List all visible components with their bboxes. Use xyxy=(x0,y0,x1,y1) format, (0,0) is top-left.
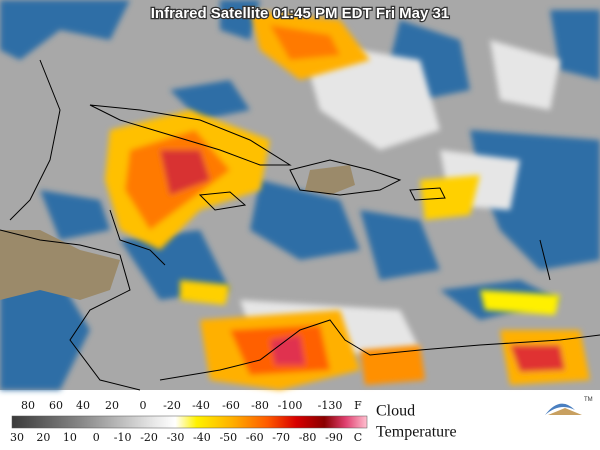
celsius-label: -20 xyxy=(140,431,158,444)
fahrenheit-label: -20 xyxy=(163,399,181,412)
fahrenheit-label: 60 xyxy=(49,399,63,412)
fahrenheit-label: -100 xyxy=(278,399,303,412)
logo: TM xyxy=(545,397,593,415)
fahrenheit-label: 40 xyxy=(76,399,90,412)
satellite-map: Infrared Satellite 01:45 PM EDT Fri May … xyxy=(0,0,600,391)
celsius-label: 0 xyxy=(93,431,100,444)
celsius-label: -90 xyxy=(325,431,343,444)
celsius-label: 30 xyxy=(10,431,24,444)
color-scale xyxy=(11,415,368,429)
celsius-unit: C xyxy=(354,431,362,444)
celsius-label: -80 xyxy=(299,431,317,444)
celsius-label: -30 xyxy=(167,431,185,444)
fahrenheit-label: -80 xyxy=(251,399,269,412)
fahrenheit-label: -130 xyxy=(318,399,343,412)
legend-caption: Cloud xyxy=(376,403,415,420)
fahrenheit-label: 80 xyxy=(21,399,35,412)
fahrenheit-label: 0 xyxy=(140,399,147,412)
fahrenheit-label: -60 xyxy=(222,399,240,412)
legend-caption: Temperature xyxy=(376,424,457,441)
celsius-label: -60 xyxy=(246,431,264,444)
celsius-label: -10 xyxy=(114,431,132,444)
fahrenheit-label: 20 xyxy=(105,399,119,412)
fahrenheit-unit: F xyxy=(354,399,362,412)
legend: Cloud Temperature TM 80 60 40 20 0 -20 -40 -60-… xyxy=(10,397,593,444)
celsius-label: -70 xyxy=(272,431,290,444)
celsius-label: -40 xyxy=(193,431,211,444)
celsius-label: 20 xyxy=(36,431,50,444)
map-title: Infrared Satellite 01:45 PM EDT Fri May … xyxy=(151,5,449,22)
celsius-label: 10 xyxy=(63,431,77,444)
celsius-label: -50 xyxy=(219,431,237,444)
logo-mark: TM xyxy=(584,397,593,403)
fahrenheit-label: -40 xyxy=(192,399,210,412)
